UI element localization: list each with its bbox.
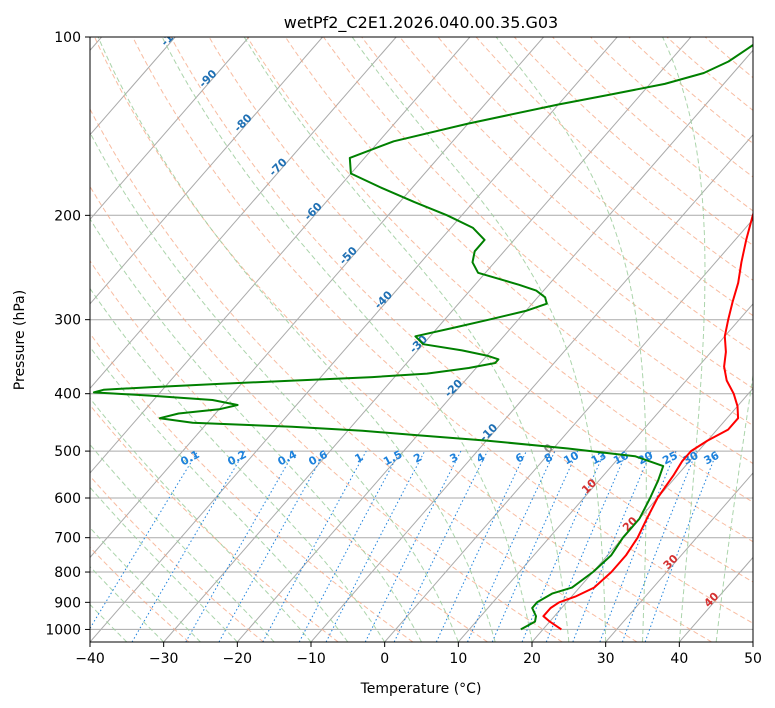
isotherm-line [236, 49, 753, 642]
sounding-profiles [92, 43, 753, 631]
x-tick-label: −10 [296, 651, 326, 667]
mixing-ratio-line [644, 450, 718, 642]
isotherm-line [90, 37, 544, 559]
mixing-ratio-label: 30 [681, 449, 701, 468]
dry-adiabat [170, 37, 753, 583]
dry-adiabat [437, 37, 753, 317]
dry-adiabat [208, 37, 753, 543]
moist-adiabat [97, 37, 496, 642]
dry-adiabat [90, 260, 488, 642]
isotherm-line [90, 37, 323, 305]
mixing-ratio-line [621, 450, 697, 642]
mixing-ratio-lines [90, 450, 718, 642]
pressure-gridlines [90, 37, 753, 630]
x-tick-label: 40 [670, 651, 688, 667]
moist-adiabat [90, 443, 275, 642]
mixing-ratio-line [521, 450, 606, 642]
dry-adiabats [90, 37, 753, 642]
dry-adiabat [284, 37, 753, 465]
dry-adiabat [590, 37, 753, 178]
isotherm-line [384, 218, 753, 642]
mixing-ratio-line [364, 450, 462, 642]
y-tick-label: 700 [54, 531, 81, 547]
chart-title: wetPf2_C2E1.2026.040.00.35.G03 [284, 13, 558, 33]
moist-adiabat [662, 37, 706, 642]
y-axis-ticks: 100 200 300 400 500 600 700 800 900 1000 [45, 30, 90, 638]
isotherm-line [605, 472, 753, 642]
dewpoint-profile-line [92, 43, 753, 631]
mixing-ratio-label: 36 [702, 449, 722, 468]
isotherm-line [90, 37, 397, 390]
x-tick-label: 20 [523, 651, 541, 667]
dry-adiabat [90, 185, 563, 642]
moist-adiabat [90, 287, 386, 642]
moist-adiabat [351, 37, 607, 642]
moist-adiabat [90, 217, 422, 642]
y-tick-label: 100 [54, 30, 81, 46]
y-tick-label: 600 [54, 491, 81, 507]
mixing-ratio-line [491, 450, 579, 642]
moist-adiabat [90, 486, 238, 642]
dry-adiabat [90, 332, 414, 642]
mixing-ratio-line [393, 450, 488, 642]
isotherm-line [163, 37, 692, 642]
y-tick-label: 900 [54, 595, 81, 611]
y-axis-label: Pressure (hPa) [12, 290, 28, 390]
plot-area: 0.10.20.40.611.52346810131620253036-100-… [90, 20, 753, 642]
mixing-ratio-line [90, 450, 199, 630]
moist-adiabat [715, 372, 753, 642]
x-tick-label: 0 [380, 651, 389, 667]
y-tick-label: 500 [54, 444, 81, 460]
mixing-ratio-label: 25 [660, 449, 680, 468]
isotherm-label: -100 [158, 20, 187, 49]
moist-adiabat [495, 37, 647, 642]
isotherm-line [90, 37, 471, 474]
y-tick-label: 1000 [45, 622, 81, 638]
mixing-ratio-line [298, 450, 401, 642]
moist-adiabat [90, 565, 165, 642]
mixing-ratio-line [599, 450, 677, 642]
mixing-ratio-label: 10 [561, 449, 581, 468]
x-tick-label: 30 [597, 651, 615, 667]
y-tick-label: 200 [54, 208, 81, 224]
y-tick-label: 800 [54, 565, 81, 581]
mixing-ratio-line [545, 450, 628, 642]
mixing-ratio-line [262, 450, 367, 642]
x-axis-ticks: −40 −30 −20 −10 0 10 20 30 40 50 [75, 642, 762, 667]
plot-frame [89, 36, 754, 643]
dry-adiabat [132, 37, 753, 624]
x-tick-label: −20 [223, 651, 253, 667]
x-axis-label: Temperature (°C) [360, 681, 482, 697]
mixing-ratio-line [572, 450, 652, 642]
dry-adiabat [399, 37, 753, 353]
temperature-profile-line [542, 211, 753, 631]
moist-adiabat [90, 526, 201, 642]
x-tick-label: 10 [449, 651, 467, 667]
dry-adiabat [513, 37, 753, 246]
x-tick-label: 50 [744, 651, 762, 667]
moist-adiabat [90, 397, 312, 642]
y-tick-label: 400 [54, 387, 81, 403]
isotherm-line [457, 303, 753, 642]
dry-adiabat [94, 37, 712, 642]
dry-adiabat [90, 108, 638, 642]
mixing-ratio-label: 20 [636, 449, 656, 468]
x-tick-label: −30 [149, 651, 179, 667]
isotherm-line [90, 37, 250, 221]
moist-adiabat [161, 37, 533, 642]
mixing-ratio-line [218, 450, 327, 642]
dry-adiabat [246, 37, 753, 503]
x-tick-label: −40 [75, 651, 105, 667]
y-tick-label: 300 [54, 313, 81, 329]
